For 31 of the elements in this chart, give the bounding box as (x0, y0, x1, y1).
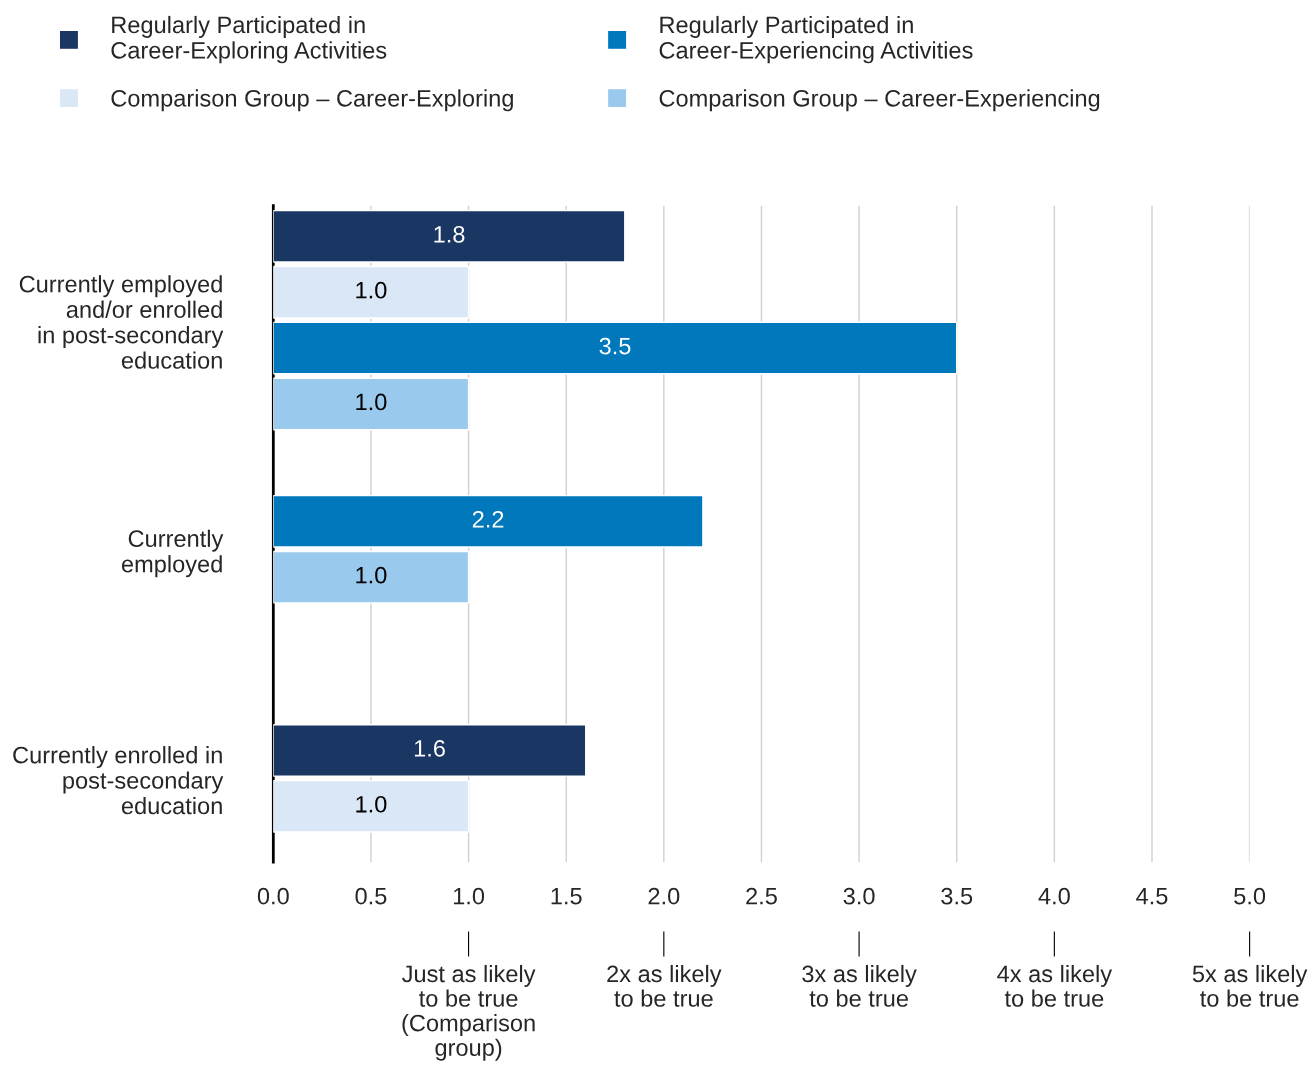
data-label: 1.6 (414, 740, 445, 757)
x2-tick-label: 5x as likely to be true (1192, 964, 1308, 1007)
data-label: 1.8 (434, 225, 465, 243)
x2-tick-label: Just as likely to be true (Comparison group) (402, 964, 536, 1061)
data-label: 1.0 (356, 566, 387, 584)
x2-tick-label: 4x as likely to be true (997, 964, 1113, 1007)
y-tick-label: Currently employed and/or enrolled in post-secondary education (19, 275, 224, 369)
legend-label: Regularly Participated in Career-Experiencing Activities (659, 15, 973, 64)
data-label: 2.2 (472, 510, 504, 528)
x-tick-label: 2.5 (746, 887, 777, 905)
y-tick-label: Currently employed (121, 529, 224, 578)
x-tick-label: 0.0 (257, 887, 289, 905)
data-label: 3.5 (599, 337, 631, 355)
x-tick-label: 4.5 (1136, 888, 1168, 905)
x-tick-label: 3.0 (843, 887, 875, 905)
x-tick-label: 5.0 (1234, 887, 1266, 905)
legend-label: Regularly Participated in Career-Exploring Activities (111, 15, 387, 64)
y-tick-label: Currently enrolled in post-secondary education (13, 746, 224, 815)
x2-tick-label: 2x as likely to be true (607, 964, 722, 1007)
data-label: 1.0 (356, 795, 387, 813)
data-label: 1.0 (356, 393, 387, 411)
x-tick-label: 1.5 (551, 888, 582, 905)
x-tick-label: 3.5 (941, 887, 973, 905)
x-tick-label: 0.5 (355, 887, 387, 905)
x-tick-label: 4.0 (1038, 887, 1070, 905)
x-tick-label: 1.0 (453, 887, 485, 905)
legend-label: Comparison Group – Career-Exploring (111, 89, 513, 112)
x-tick-label: 2.0 (648, 887, 680, 905)
legend-label: Comparison Group – Career-Experiencing (659, 89, 1100, 112)
x2-tick-label: 3x as likely to be true (802, 964, 917, 1007)
data-label: 1.0 (356, 281, 387, 299)
